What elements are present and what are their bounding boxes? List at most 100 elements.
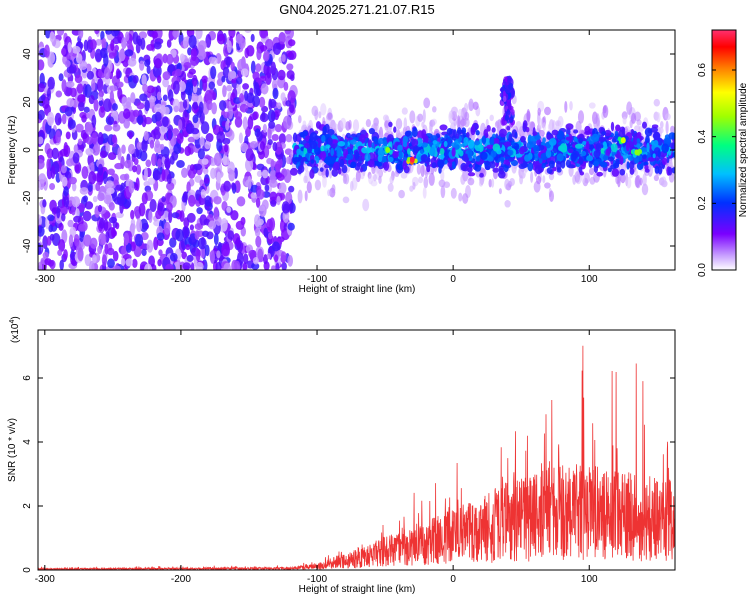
spectrogram-cell	[162, 94, 168, 102]
spectrogram-cell	[615, 124, 621, 132]
spectrogram-cell	[498, 188, 502, 195]
spectrogram-cell	[542, 175, 546, 184]
spectrogram-cell	[509, 118, 513, 123]
spectrogram-cell	[187, 168, 196, 179]
x-tick-label: 100	[581, 274, 598, 285]
spectrogram-cell	[467, 177, 475, 186]
spectrogram-cell	[601, 131, 607, 136]
spectrogram-cell	[92, 195, 98, 203]
spectrogram-cell	[230, 61, 235, 71]
spectrogram-cell	[533, 153, 539, 161]
spectrogram-cell	[107, 116, 115, 125]
spectrogram-cell	[439, 148, 445, 155]
spectrogram-cell	[593, 116, 601, 131]
spectrogram-cell	[101, 254, 107, 267]
spectrogram-cell	[644, 164, 649, 171]
spectrogram-cell	[506, 125, 511, 131]
spectrogram-cell	[238, 132, 243, 144]
spectrogram-cell	[208, 56, 215, 64]
spectrogram-cell	[194, 175, 202, 183]
spectrogram-cell	[467, 172, 476, 177]
spectrogram-cell	[242, 116, 248, 130]
spectrogram-cell	[88, 95, 95, 105]
x-tick-label: 0	[450, 274, 456, 285]
spectrogram-cell	[272, 141, 278, 152]
spectrogram-cell	[167, 89, 174, 102]
spectrogram-cell	[283, 169, 292, 184]
spectrogram-cell	[194, 223, 204, 231]
spectrogram-cell	[651, 124, 659, 129]
spectrogram-cell	[437, 159, 445, 168]
spectrogram-y-ticks: -40 -20 0 20 40	[22, 48, 675, 253]
spectrogram-cell	[126, 40, 133, 49]
spectrogram-cell	[174, 68, 182, 77]
spectrogram-cell	[162, 78, 170, 88]
spectrogram-cell	[71, 45, 81, 54]
spectrogram-cell	[130, 209, 135, 220]
spectrogram-cell	[462, 193, 469, 204]
spectrogram-cell	[256, 163, 265, 171]
spectrogram-cell	[626, 176, 632, 189]
svg-text:(x104): (x104)	[9, 316, 21, 343]
spectrogram-cell	[91, 114, 97, 128]
spectrogram-cell	[160, 104, 166, 115]
spectrogram-cell	[252, 71, 260, 81]
spectrogram-cell	[138, 202, 146, 217]
spectrogram-cell	[205, 33, 212, 48]
spectrogram-cell	[266, 65, 272, 79]
spectrogram-cell	[417, 113, 424, 123]
spectrogram-cell	[659, 120, 664, 129]
spectrogram-cell	[256, 48, 262, 61]
spectrogram-cell	[199, 136, 205, 147]
spectrogram-cell	[382, 114, 389, 122]
spectrogram-cell	[585, 140, 590, 151]
spectrogram-cell	[222, 84, 227, 98]
spectrogram-cell	[252, 95, 260, 108]
spectrogram-cell	[285, 191, 293, 205]
spectrogram-cell	[617, 136, 622, 142]
spectrogram-cell	[97, 192, 105, 202]
colorbar-label: Normalized spectral amplitude	[738, 82, 749, 217]
spectrogram-cell	[120, 257, 126, 267]
spectrogram-cell	[93, 99, 99, 112]
spectrogram-cell	[98, 99, 104, 107]
spectrogram-cell	[536, 175, 542, 185]
spectrogram-cell	[166, 202, 173, 213]
spectrogram-cell	[46, 111, 55, 126]
spectrogram-cell	[664, 113, 671, 121]
spectrogram-cell	[173, 143, 182, 155]
spectrogram-cell	[574, 171, 581, 183]
spectrogram-cell	[304, 165, 309, 172]
snr-x-ticks: -300 -200 -100 0 100	[35, 330, 598, 585]
spectrogram-cell	[629, 167, 635, 175]
spectrogram-cell	[346, 154, 354, 160]
spectrogram-cell	[263, 227, 268, 237]
spectrogram-cell	[421, 129, 427, 140]
spectrogram-cell	[141, 139, 148, 153]
spectrogram-cell	[38, 59, 45, 71]
spectrogram-cell	[463, 136, 469, 146]
spectrogram-cell	[402, 135, 408, 144]
spectrogram-cell	[66, 158, 74, 167]
spectrogram-cell	[111, 103, 118, 111]
spectrogram-cell	[297, 189, 303, 204]
spectrogram-cell	[263, 50, 270, 62]
spectrogram-cell	[596, 142, 602, 152]
spectrogram-cell	[148, 95, 157, 103]
spectrogram-cell	[542, 137, 546, 143]
spectrogram-cell	[240, 68, 249, 77]
spectrogram-cell	[63, 195, 70, 208]
spectrogram-cell	[113, 179, 119, 187]
spectrogram-cell	[271, 241, 281, 252]
spectrogram-cell	[354, 151, 360, 161]
spectrogram-cell	[192, 101, 199, 110]
spectrogram-cell	[157, 158, 162, 169]
spectrogram-cell	[630, 128, 635, 136]
spectrogram-cell	[146, 65, 151, 75]
spectrogram-cell	[142, 83, 148, 93]
spectrogram-cell	[235, 220, 245, 230]
spectrogram-cell	[638, 156, 643, 162]
spectrogram-cell	[539, 118, 543, 130]
spectrogram-cell	[325, 144, 331, 149]
spectrogram-cell	[193, 163, 203, 171]
